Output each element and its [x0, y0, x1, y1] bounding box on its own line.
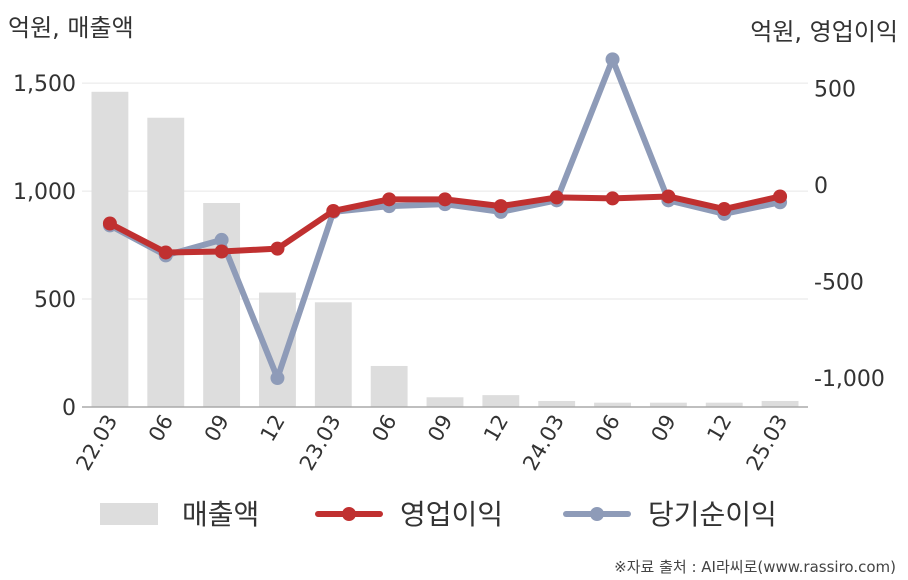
grid-lines	[82, 82, 808, 300]
x-axis-ticks: 22.03 06 09 12 23.03 06 09 12 24.03 06 09 12 25.03	[71, 411, 792, 475]
operating-profit-point	[382, 192, 397, 207]
revenue-bar	[426, 397, 464, 407]
revenue-bar	[314, 302, 352, 407]
operating-profit-point	[549, 190, 564, 205]
revenue-bar	[370, 365, 408, 407]
operating-profit-point	[605, 191, 620, 206]
right-tick-label: 0	[814, 174, 828, 199]
right-tick-label: 500	[814, 77, 856, 102]
x-tick-label: 09	[647, 411, 681, 446]
legend: 매출액 영업이익 당기순이익	[100, 498, 777, 531]
left-tick-label: 1,000	[13, 180, 76, 205]
left-tick-label: 0	[62, 396, 76, 421]
legend-marker-operating-profit	[342, 507, 356, 521]
net-income-point	[214, 232, 229, 247]
revenue-bar	[538, 400, 576, 407]
x-tick-label: 06	[591, 411, 625, 446]
revenue-bar	[594, 402, 631, 407]
left-axis-ticks: 0 500 1,000 1,500	[13, 72, 76, 421]
left-tick-label: 500	[34, 288, 76, 313]
x-tick-label: 24.03	[518, 411, 569, 475]
operating-profit-point	[326, 203, 341, 218]
legend-swatch-revenue	[100, 503, 158, 525]
x-tick-label: 09	[200, 411, 234, 446]
legend-label-operating-profit: 영업이익	[400, 498, 503, 531]
right-tick-label: -500	[814, 270, 864, 295]
operating-profit-point	[773, 189, 788, 204]
revenue-bar	[761, 400, 799, 407]
x-tick-label: 12	[256, 411, 290, 446]
revenue-bar	[705, 402, 743, 407]
operating-profit-point	[270, 241, 285, 256]
left-tick-label: 1,500	[13, 72, 76, 97]
revenue-bar	[91, 91, 129, 407]
operating-profit-point	[214, 244, 229, 259]
legend-marker-net-income	[590, 507, 604, 521]
line-series	[102, 52, 788, 386]
x-tick-label: 23.03	[295, 411, 346, 475]
x-tick-label: 09	[423, 411, 457, 446]
revenue-bar	[649, 402, 687, 407]
operating-profit-point	[158, 245, 173, 260]
operating-profit-point	[493, 199, 508, 214]
right-axis-ticks: 500 0 -500 -1,000	[814, 77, 885, 392]
operating-profit-point	[102, 216, 117, 231]
x-tick-label: 06	[144, 411, 178, 446]
x-tick-label: 12	[479, 411, 513, 446]
x-tick-label: 06	[367, 411, 401, 446]
x-tick-label: 25.03	[742, 411, 793, 475]
operating-profit-point	[438, 192, 452, 207]
right-tick-label: -1,000	[814, 367, 885, 392]
x-tick-label: 12	[702, 411, 736, 446]
legend-label-net-income: 당기순이익	[648, 498, 777, 531]
source-note: ※자료 출처 : AI라씨로(www.rassiro.com)	[614, 558, 896, 576]
legend-label-revenue: 매출액	[182, 498, 259, 531]
operating-profit-point	[717, 202, 732, 217]
net-income-point	[270, 371, 285, 386]
right-axis-label: 억원, 영업이익	[750, 18, 898, 46]
x-tick-label: 22.03	[71, 411, 122, 475]
left-axis-label: 억원, 매출액	[8, 14, 134, 42]
net-income-point	[605, 52, 620, 67]
revenue-bar	[482, 395, 520, 407]
operating-profit-point	[661, 189, 676, 204]
